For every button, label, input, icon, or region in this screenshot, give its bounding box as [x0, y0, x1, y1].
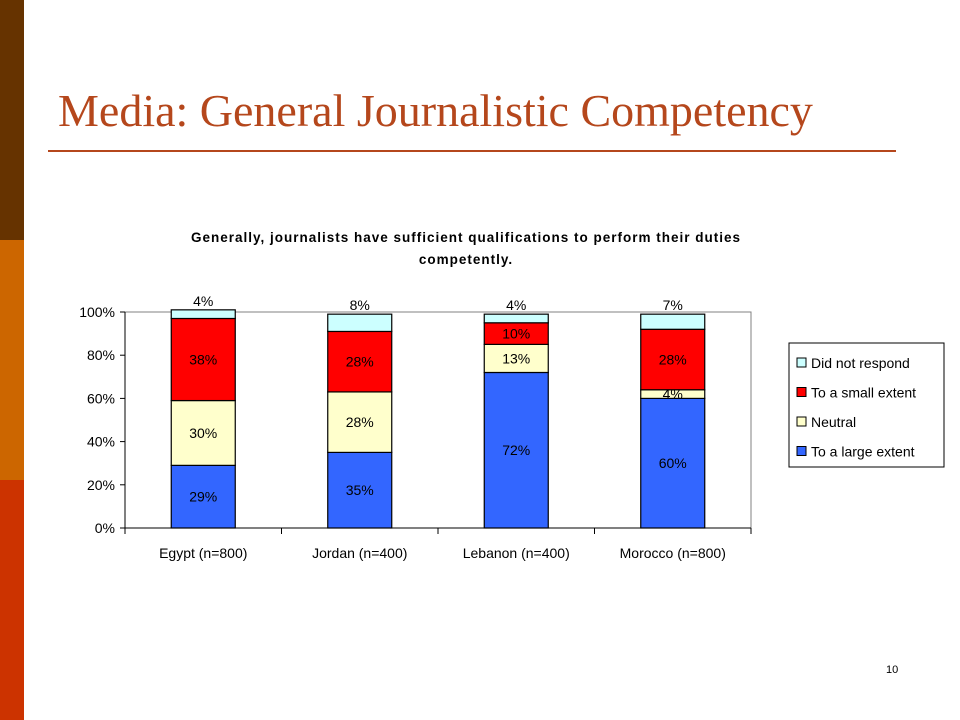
data-label: 35%	[346, 482, 374, 498]
y-tick-label: 20%	[87, 477, 115, 493]
sidebar-accent-bottom	[0, 480, 24, 720]
legend-swatch	[796, 387, 807, 397]
legend-label: To a large extent	[811, 444, 915, 460]
bar-segment	[640, 313, 706, 330]
sidebar-accent-top	[0, 0, 24, 240]
chart-title-line: Generally, journalists have sufficient q…	[191, 230, 741, 245]
data-label: 4%	[506, 297, 526, 313]
y-tick-label: 60%	[87, 390, 115, 406]
data-label: 8%	[350, 297, 370, 313]
bar-segment	[170, 309, 236, 320]
bar-segment	[327, 391, 393, 454]
y-tick-label: 100%	[79, 304, 115, 320]
bar-segment	[640, 328, 706, 391]
data-label: 30%	[189, 425, 217, 441]
bar-segment	[327, 313, 393, 333]
legend-swatch	[796, 357, 807, 368]
category-label: Jordan (n=400)	[312, 545, 407, 561]
bar-segment	[170, 399, 236, 466]
data-label: 7%	[663, 297, 683, 313]
chart-title-line: competently.	[419, 252, 513, 267]
data-label: 28%	[346, 354, 374, 370]
data-label: 60%	[659, 455, 687, 471]
sidebar-accent-middle	[0, 240, 24, 480]
slide-title: Media: General Journalistic Competency	[58, 85, 813, 136]
category-label: Egypt (n=800)	[159, 545, 247, 561]
y-tick-label: 0%	[95, 520, 115, 536]
y-tick-label: 80%	[87, 347, 115, 363]
legend-label: To a small extent	[811, 385, 916, 401]
legend-label: Did not respond	[811, 355, 910, 371]
bar-segment	[483, 343, 549, 374]
data-label: 13%	[502, 350, 530, 366]
data-label: 29%	[189, 489, 217, 505]
bar-segment	[170, 317, 236, 402]
data-label: 28%	[346, 414, 374, 430]
legend-box	[788, 342, 945, 468]
title-underline	[48, 150, 896, 152]
category-label: Morocco (n=800)	[620, 545, 726, 561]
data-label: 10%	[502, 326, 530, 342]
y-tick-label: 40%	[87, 434, 115, 450]
data-label: 4%	[193, 293, 213, 309]
bar-segment	[483, 313, 549, 324]
legend-swatch	[796, 446, 807, 456]
legend-label: Neutral	[811, 414, 856, 430]
data-label: 38%	[189, 352, 217, 368]
data-label: 72%	[502, 442, 530, 458]
bar-segment	[483, 371, 549, 529]
category-label: Lebanon (n=400)	[463, 545, 570, 561]
bar-segment	[327, 451, 393, 529]
data-label: 28%	[659, 352, 687, 368]
legend-swatch	[796, 416, 807, 427]
page-number: 10	[886, 664, 899, 676]
